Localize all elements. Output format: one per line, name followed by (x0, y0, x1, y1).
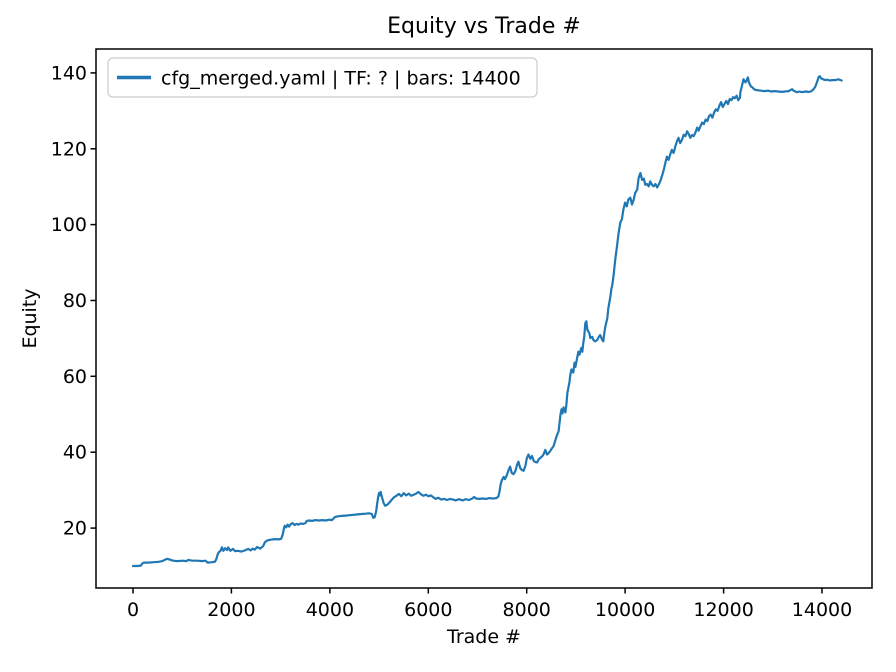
y-axis-ticks: 20 40 60 80 100 120 140 (51, 62, 96, 540)
y-axis-label: Equity (19, 288, 41, 348)
chart-title: Equity vs Trade # (387, 14, 581, 39)
y-tick-label: 100 (51, 214, 87, 236)
y-tick-label: 60 (63, 366, 87, 388)
y-tick-label: 80 (63, 290, 87, 312)
x-axis-ticks: 0 2000 4000 6000 8000 10000 12000 14000 (127, 588, 852, 621)
x-tick-label: 6000 (404, 599, 452, 621)
legend: cfg_merged.yaml | TF: ? | bars: 14400 (107, 57, 538, 98)
y-tick-label: 140 (51, 62, 87, 84)
x-tick-label: 12000 (693, 599, 753, 621)
legend-label: cfg_merged.yaml | TF: ? | bars: 14400 (161, 68, 521, 90)
x-tick-label: 14000 (792, 599, 852, 621)
y-tick-label: 20 (63, 518, 87, 540)
x-tick-label: 0 (127, 599, 139, 621)
y-tick-label: 40 (63, 442, 87, 464)
equity-line (131, 75, 843, 568)
x-axis-label: Trade # (446, 626, 521, 648)
y-tick-label: 120 (51, 138, 87, 160)
plot-border (95, 48, 873, 589)
legend-box (107, 57, 538, 98)
x-tick-label: 4000 (306, 599, 354, 621)
x-tick-label: 10000 (595, 599, 655, 621)
x-tick-label: 8000 (503, 599, 551, 621)
x-tick-label: 2000 (207, 599, 255, 621)
